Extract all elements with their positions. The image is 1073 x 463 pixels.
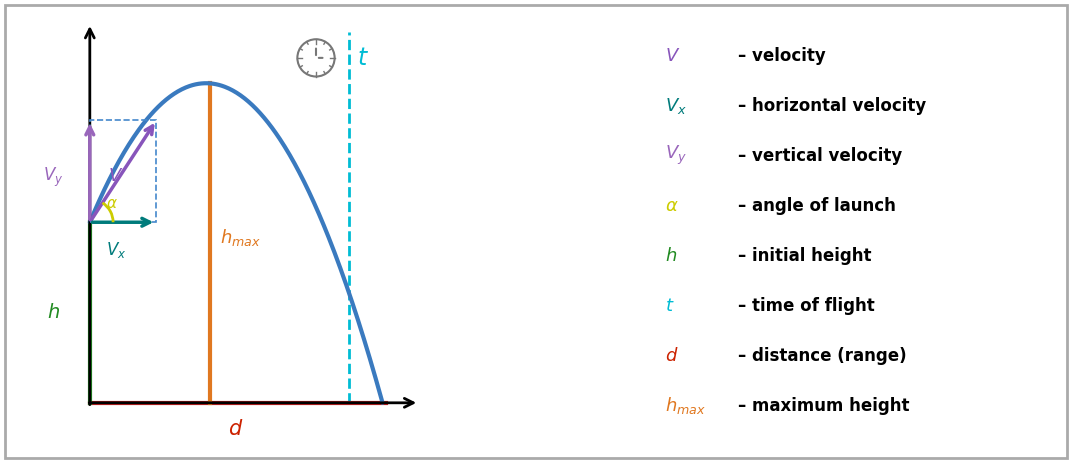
Text: $\alpha$: $\alpha$ — [106, 196, 118, 211]
Text: – angle of launch: – angle of launch — [738, 197, 896, 214]
Text: $V_x$: $V_x$ — [665, 95, 687, 116]
Text: $\alpha$: $\alpha$ — [665, 197, 679, 214]
Text: $t$: $t$ — [357, 46, 369, 70]
Text: $h_{max}$: $h_{max}$ — [665, 395, 706, 416]
Text: $V_x$: $V_x$ — [106, 240, 127, 260]
Text: – distance (range): – distance (range) — [738, 347, 907, 364]
Text: $V$: $V$ — [665, 47, 680, 64]
Text: – vertical velocity: – vertical velocity — [738, 147, 902, 164]
Text: $h$: $h$ — [665, 247, 677, 264]
Text: – maximum height: – maximum height — [738, 397, 910, 414]
Text: $t$: $t$ — [665, 297, 675, 314]
Text: – time of flight: – time of flight — [738, 297, 874, 314]
Text: $V$: $V$ — [108, 167, 123, 185]
Text: – horizontal velocity: – horizontal velocity — [738, 97, 926, 114]
Text: $V_y$: $V_y$ — [665, 144, 687, 167]
Bar — [90, 120, 157, 222]
Text: $h_{max}$: $h_{max}$ — [220, 227, 261, 248]
Text: $h$: $h$ — [46, 303, 60, 322]
Text: $d$: $d$ — [665, 347, 679, 364]
Text: $V_y$: $V_y$ — [43, 165, 63, 188]
Text: $d$: $d$ — [229, 419, 244, 439]
Text: – velocity: – velocity — [738, 47, 826, 64]
Text: – initial height: – initial height — [738, 247, 871, 264]
